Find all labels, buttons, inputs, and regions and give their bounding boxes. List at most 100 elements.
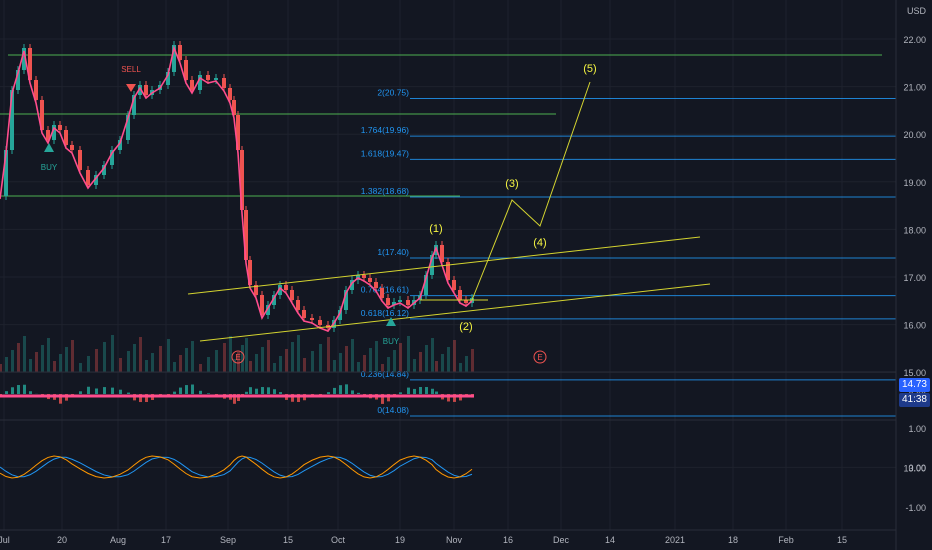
- volume-bar: [29, 359, 32, 372]
- volume-bar: [41, 345, 44, 372]
- fib-level-label: 1.382(18.68): [361, 186, 409, 196]
- candle-body: [228, 88, 232, 100]
- price-axis-label: 22.00: [903, 35, 926, 45]
- channel-upper-line[interactable]: [187, 236, 701, 295]
- candle-body: [28, 48, 32, 80]
- candle-body: [452, 280, 456, 290]
- fibonacci-levels[interactable]: 2(20.75) 1.764(19.96) 1.618(19.47) 1.382(18…: [361, 88, 896, 417]
- osc-axis-label: -1.00: [905, 503, 926, 513]
- candle-body: [40, 100, 44, 130]
- macd-histogram-bar: [333, 387, 336, 394]
- candle-body: [206, 75, 210, 80]
- macd-histogram-bar: [79, 391, 82, 394]
- volume-bar: [399, 343, 402, 372]
- fib-level-label: 0(14.08): [377, 405, 409, 415]
- macd-histogram-bar: [419, 387, 422, 394]
- candle-body: [310, 318, 314, 320]
- candle-body: [284, 285, 288, 290]
- volume-bar: [95, 349, 98, 372]
- time-axis-label: 15: [837, 535, 847, 545]
- macd-histogram-bar: [199, 390, 202, 394]
- price-axis-label: 18.00: [903, 225, 926, 235]
- volume-bar: [261, 347, 264, 372]
- volume-bar: [173, 362, 176, 372]
- volume-bar: [419, 352, 422, 372]
- volume-bar: [35, 352, 38, 372]
- earnings-event-label: E: [235, 353, 240, 362]
- candle-body: [132, 95, 136, 115]
- candlestick-series: [4, 41, 474, 332]
- macd-histogram-bar: [255, 388, 258, 394]
- candle-body: [398, 300, 402, 302]
- channel-lower-line[interactable]: [199, 283, 711, 342]
- volume-bar: [311, 351, 314, 372]
- price-axis-label: 16.00: [903, 321, 926, 331]
- volume-bar: [339, 353, 342, 372]
- volume-bar: [159, 346, 162, 372]
- macd-histogram-bar: [327, 392, 330, 394]
- candle-body: [260, 295, 264, 315]
- macd-histogram-bar: [127, 392, 130, 394]
- candle-body: [430, 255, 434, 275]
- candle-body: [240, 150, 244, 210]
- trend-channel[interactable]: [187, 236, 711, 342]
- wave-label: (3): [505, 178, 518, 190]
- candle-body: [254, 285, 258, 295]
- macd-histogram-bar: [435, 391, 438, 394]
- macd-histogram-bar: [139, 394, 142, 403]
- volume-bar: [233, 359, 236, 372]
- volume-bar: [279, 356, 282, 372]
- macd-histogram-bar: [145, 394, 148, 402]
- candle-body: [266, 305, 270, 315]
- macd-histogram-bar: [207, 393, 210, 394]
- volume-bar: [425, 345, 428, 372]
- candle-body: [302, 310, 306, 318]
- osc-line-orange: [0, 455, 473, 479]
- candle-body: [34, 80, 38, 100]
- time-axis-label: Aug: [110, 535, 126, 545]
- wave-projection-path[interactable]: [471, 81, 591, 301]
- elliott-wave-projection[interactable]: (1) (2) (3) (4) (5): [429, 63, 596, 333]
- current-price-tag: 14.73: [898, 378, 930, 393]
- macd-histogram-bar: [297, 394, 300, 402]
- macd-histogram-bar: [387, 394, 390, 402]
- time-axis-label: 14: [605, 535, 615, 545]
- candle-body: [362, 275, 366, 278]
- candle-body: [94, 175, 98, 185]
- macd-histogram-bar: [381, 394, 384, 404]
- candle-body: [458, 290, 462, 300]
- candle-body: [58, 125, 62, 130]
- volume-bar: [345, 346, 348, 372]
- time-axis-label: Dec: [553, 535, 570, 545]
- volume-bar: [255, 354, 258, 372]
- candle-body: [178, 45, 182, 60]
- candle-body: [172, 45, 176, 72]
- macd-histogram-bar: [339, 385, 342, 394]
- candle-body: [296, 300, 300, 310]
- macd-histogram-bar: [17, 385, 20, 394]
- volume-bar: [471, 349, 474, 372]
- volume-bar: [103, 342, 106, 372]
- price-axis-label: 15.00: [903, 368, 926, 378]
- price-axis-label: 21.00: [903, 83, 926, 93]
- price-axis-label: 20.00: [903, 130, 926, 140]
- candle-body: [102, 165, 106, 175]
- volume-bar: [47, 338, 50, 372]
- candle-body: [10, 90, 14, 150]
- macd-histogram-bar: [185, 385, 188, 394]
- wave-label: (5): [583, 63, 596, 75]
- candle-body: [126, 115, 130, 140]
- candle-body: [290, 290, 294, 300]
- macd-histogram-bar: [237, 394, 240, 402]
- buy-label: BUY: [383, 337, 400, 346]
- earnings-event-marker: [231, 350, 245, 364]
- candle-body: [386, 298, 390, 305]
- buy-label: BUY: [41, 163, 58, 172]
- horizontal-lines[interactable]: [0, 54, 882, 197]
- fib-level-label: 1(17.40): [377, 247, 409, 257]
- currency-label: USD: [907, 6, 927, 16]
- volume-bar: [139, 337, 142, 372]
